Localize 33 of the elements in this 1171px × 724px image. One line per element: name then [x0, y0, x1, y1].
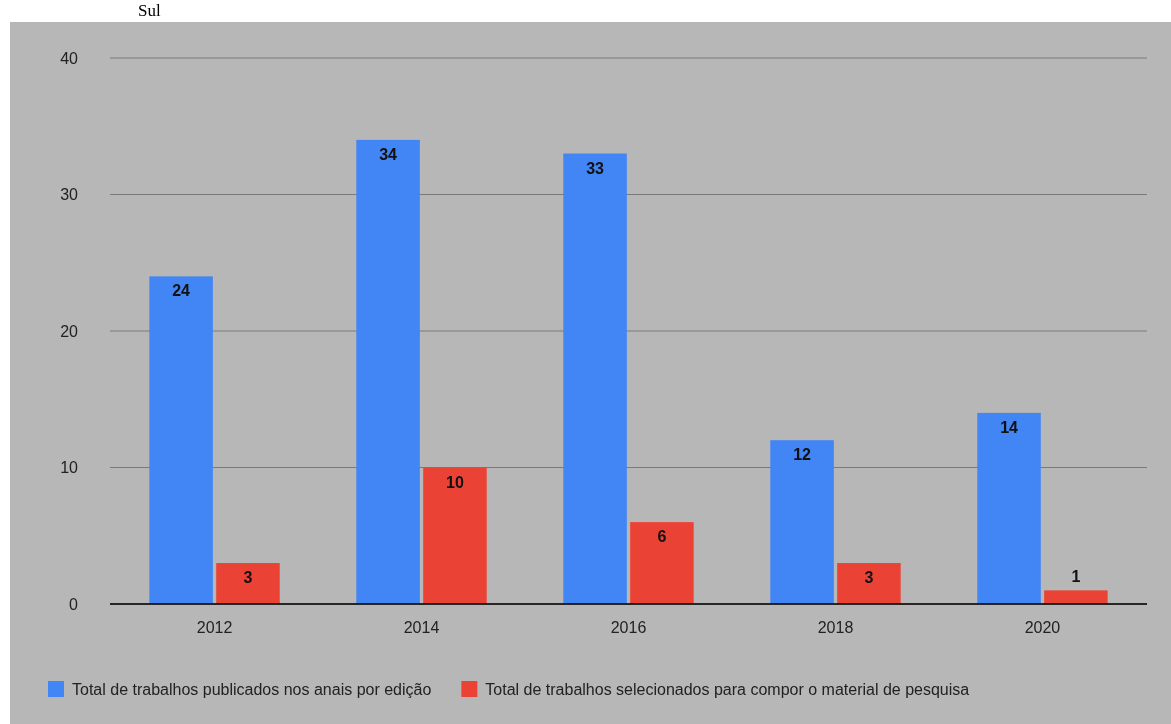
- data-label: 14: [1000, 418, 1019, 436]
- y-tick-label: 0: [69, 595, 79, 613]
- bar: [423, 467, 487, 604]
- x-tick-label: 2014: [403, 619, 440, 637]
- data-label: 34: [379, 145, 398, 163]
- legend-label: Total de trabalhos publicados nos anais por edição: [72, 681, 432, 698]
- bar: [1044, 590, 1108, 604]
- bar: [356, 139, 420, 604]
- bar: [149, 276, 213, 604]
- data-label: 1: [1071, 568, 1081, 586]
- data-label: 3: [243, 569, 253, 587]
- data-label: 6: [657, 528, 667, 546]
- bar: [216, 563, 280, 604]
- data-label: 33: [586, 159, 605, 177]
- y-tick-label: 40: [60, 49, 79, 67]
- y-tick-label: 30: [60, 186, 79, 204]
- text: Sul: [138, 1, 161, 20]
- x-tick-label: 2018: [817, 619, 854, 637]
- x-tick-label: 2016: [610, 619, 647, 637]
- data-label: 10: [446, 473, 464, 491]
- data-label: 24: [172, 282, 191, 300]
- y-tick-label: 20: [60, 322, 79, 340]
- y-tick-label: 10: [60, 459, 79, 477]
- bar: [563, 153, 627, 604]
- bar: [630, 522, 694, 604]
- data-label: 12: [793, 446, 812, 464]
- bar: [977, 412, 1041, 604]
- data-label: 3: [864, 569, 874, 587]
- bar: [770, 440, 834, 604]
- x-tick-label: 2012: [196, 619, 233, 637]
- legend-label: Total de trabalhos selecionados para compor o material de pesquisa: [485, 681, 970, 698]
- bar: [837, 563, 901, 604]
- x-tick-label: 2020: [1024, 619, 1061, 637]
